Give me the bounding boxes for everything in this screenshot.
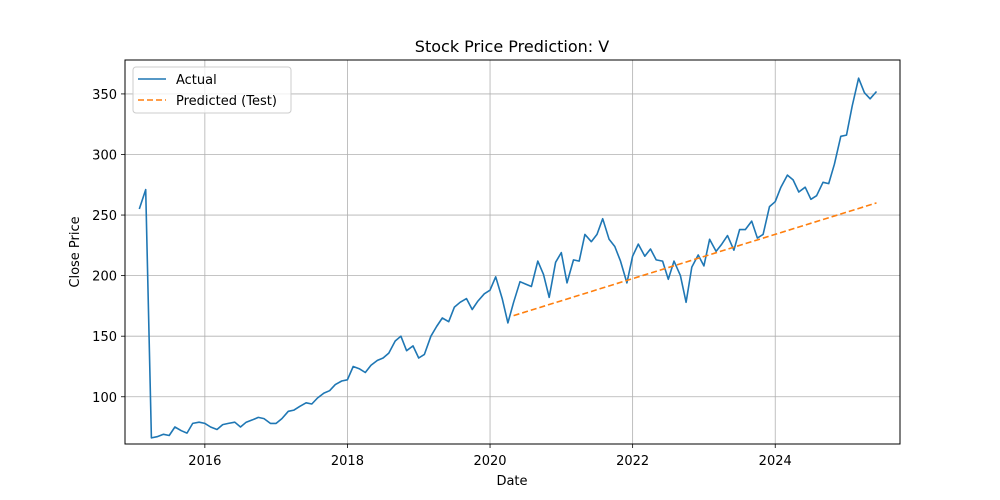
series-line-actual	[138, 77, 878, 439]
y-tick-label: 200	[92, 270, 117, 285]
y-axis: 100 150 200 250 300 350	[92, 88, 125, 406]
y-tick-label: 350	[92, 88, 117, 103]
y-tick-label: 100	[92, 391, 117, 406]
plot-frame	[124, 59, 901, 445]
y-tick-label: 150	[92, 330, 117, 345]
y-tick-label: 250	[92, 209, 117, 224]
x-tick-label: 2018	[331, 454, 364, 469]
legend-box	[132, 66, 292, 114]
y-tick-label: 300	[92, 148, 117, 163]
legend-label-actual: Actual	[176, 73, 217, 88]
x-tick-label: 2024	[759, 454, 792, 469]
x-tick-label: 2016	[188, 454, 221, 469]
x-tick-label: 2022	[616, 454, 649, 469]
x-axis: 2016 2018 2020 2022 2024	[188, 444, 792, 469]
x-axis-label: Date	[496, 474, 527, 489]
plot-lines	[138, 77, 878, 439]
series-line-predicted	[513, 202, 877, 317]
chart-title: Stock Price Prediction: V	[415, 37, 609, 56]
legend-label-predicted: Predicted (Test)	[176, 94, 277, 109]
grid	[125, 60, 900, 444]
x-tick-label: 2020	[473, 454, 506, 469]
y-axis-label: Close Price	[68, 216, 83, 287]
legend: Actual Predicted (Test)	[132, 66, 292, 114]
